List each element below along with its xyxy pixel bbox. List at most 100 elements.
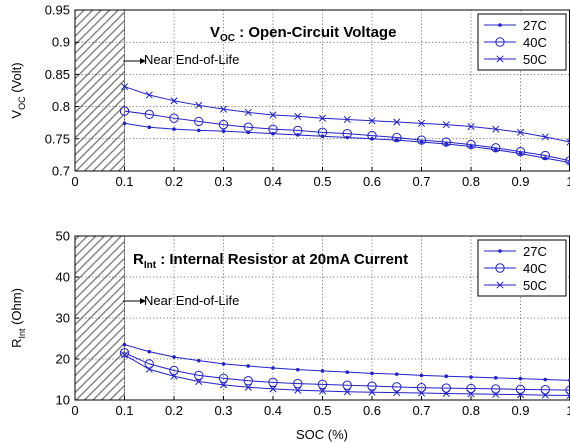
data-point-40C <box>342 380 352 390</box>
data-point-27C <box>345 370 350 374</box>
legend-marker-50C <box>496 281 504 289</box>
data-point-27C <box>543 377 548 382</box>
data-point-50C <box>442 121 450 129</box>
data-point-27C <box>122 342 127 347</box>
data-point-40C <box>144 109 154 120</box>
data-point-27C <box>221 129 226 133</box>
y-axis-label-subscript: OC <box>17 96 27 110</box>
data-point-50C <box>393 118 401 126</box>
x-tick-label: 0.5 <box>313 174 331 189</box>
y-tick-label: 50 <box>56 229 70 244</box>
legend-marker-40C <box>495 263 505 273</box>
data-point-40C <box>392 132 402 143</box>
data-point-27C <box>543 156 548 160</box>
data-point-50C <box>541 133 549 141</box>
data-point-50C <box>492 390 500 398</box>
x-tick-label: 0.3 <box>214 174 232 189</box>
data-point-50C <box>294 112 302 120</box>
data-point-50C <box>368 117 376 125</box>
data-point-27C <box>196 358 201 363</box>
data-point-27C <box>246 364 251 368</box>
chart-title-rest: : Open-Circuit Voltage <box>235 24 396 41</box>
data-point-27C <box>122 121 127 126</box>
x-tick-label: 0.9 <box>511 403 529 418</box>
data-point-27C <box>518 376 523 381</box>
data-point-27C <box>370 371 374 376</box>
data-point-40C <box>515 384 526 395</box>
x-tick-label: 0.4 <box>264 403 282 418</box>
x-tick-label: 0 <box>71 174 78 189</box>
data-point-27C <box>196 128 201 133</box>
data-point-27C <box>320 369 325 373</box>
data-point-40C <box>144 359 154 369</box>
data-point-27C <box>444 374 449 379</box>
end-of-life-shaded-region <box>74 9 125 172</box>
chart-title-rest: : Internal Resistor at 20mA Current <box>156 251 408 268</box>
data-point-50C <box>244 383 252 391</box>
data-point-40C <box>268 377 278 388</box>
chart-1: 0 0.1 0.2 0.3 0.4 0.5 0.6 0.7 0.8 0.9 1 0.7 0.75 0.8 0… <box>9 3 570 189</box>
y-axis-label-unit: (Volt) <box>9 62 24 96</box>
y-tick-label: 0.9 <box>52 35 70 50</box>
data-point-50C <box>269 385 277 393</box>
data-point-50C <box>343 115 351 124</box>
data-point-50C <box>244 108 252 116</box>
data-point-50C <box>294 386 302 394</box>
chart-title: VOC : Open-Circuit Voltage <box>210 24 396 44</box>
chart-title: RInt : Internal Resistor at 20mA Current <box>133 251 408 271</box>
data-point-50C <box>393 389 401 397</box>
data-point-40C <box>491 384 501 394</box>
data-point-40C <box>342 128 352 139</box>
data-point-40C <box>466 383 476 394</box>
x-tick-label: 0.7 <box>412 174 430 189</box>
series-line-40C <box>124 110 570 162</box>
data-point-50C <box>145 365 153 373</box>
y-tick-label: 0.7 <box>52 164 70 179</box>
chart-title-subscript: OC <box>220 33 235 44</box>
data-point-27C <box>147 125 152 130</box>
chart-title-main: R <box>133 251 144 268</box>
data-point-50C <box>492 125 500 133</box>
data-point-50C <box>467 123 475 131</box>
data-point-50C <box>120 351 129 359</box>
annotation-text: Near End-of-Life <box>144 293 239 308</box>
data-point-50C <box>145 91 153 99</box>
x-tick-label: 0.1 <box>115 403 133 418</box>
legend-label-40C: 40C <box>523 261 547 276</box>
legend-label-27C: 27C <box>523 244 547 259</box>
data-point-50C <box>170 97 178 105</box>
x-tick-label: 0 <box>71 403 78 418</box>
data-point-40C <box>293 378 303 389</box>
data-point-27C <box>221 362 226 366</box>
y-tick-label: 0.8 <box>52 99 70 114</box>
y-axis-label: VOC (Volt) <box>9 62 27 118</box>
y-axis-label: RInt (Ohm) <box>9 288 27 348</box>
data-point-50C <box>120 83 129 91</box>
x-tick-label: 0.5 <box>313 403 331 418</box>
data-point-50C <box>541 391 549 399</box>
data-point-50C <box>219 105 228 113</box>
legend-marker-27C <box>498 249 502 253</box>
legend: 27C 40C 50C <box>477 239 567 297</box>
series-40C <box>119 348 570 395</box>
data-point-40C <box>169 365 179 376</box>
data-point-27C <box>444 142 449 146</box>
x-tick-label: 0.6 <box>363 174 381 189</box>
annotation-arrow-head <box>140 298 146 304</box>
data-point-40C <box>441 383 451 393</box>
data-point-50C <box>516 128 525 136</box>
data-point-40C <box>367 130 377 141</box>
x-axis-label: SOC (%) <box>296 427 348 442</box>
data-point-40C <box>515 146 526 157</box>
data-point-50C <box>516 391 525 399</box>
y-axis-label-main: R <box>9 339 24 348</box>
data-point-50C <box>467 390 475 398</box>
annotation-arrow-head <box>140 58 146 64</box>
data-point-40C <box>194 116 204 127</box>
data-point-40C <box>243 122 253 132</box>
x-tick-label: 0.2 <box>165 174 183 189</box>
data-point-40C <box>367 381 377 391</box>
chart-title-subscript: Int <box>144 260 157 271</box>
series-27C <box>122 342 570 383</box>
legend-label-40C: 40C <box>523 35 547 50</box>
